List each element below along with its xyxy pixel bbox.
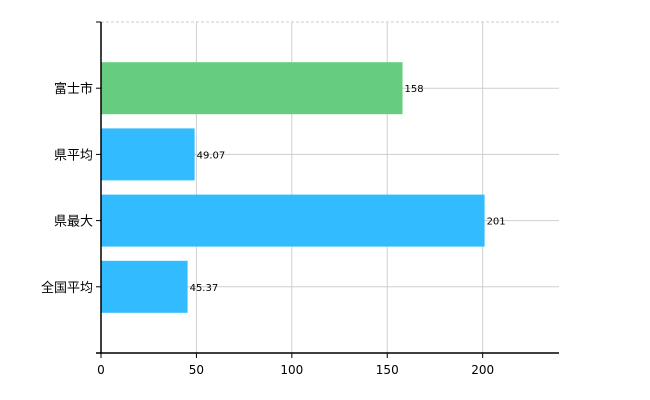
bar — [101, 62, 403, 115]
x-tick-label: 100 — [280, 363, 303, 377]
y-tick-label: 富士市 — [54, 81, 93, 97]
data-label: 201 — [487, 217, 506, 228]
data-label: 158 — [405, 84, 424, 95]
x-tick-label: 200 — [471, 363, 494, 377]
x-tick-label: 0 — [97, 363, 105, 377]
x-tick-label: 150 — [376, 363, 399, 377]
y-tick-label: 県最大 — [54, 215, 93, 230]
bar — [101, 260, 188, 313]
y-tick-label: 県平均 — [54, 148, 93, 163]
data-label: 45.37 — [190, 283, 219, 294]
bar — [101, 194, 485, 247]
bar — [101, 128, 195, 181]
x-tick-label: 50 — [189, 363, 204, 377]
y-tick-label: 全国平均 — [41, 280, 93, 296]
data-label: 49.07 — [197, 150, 226, 161]
